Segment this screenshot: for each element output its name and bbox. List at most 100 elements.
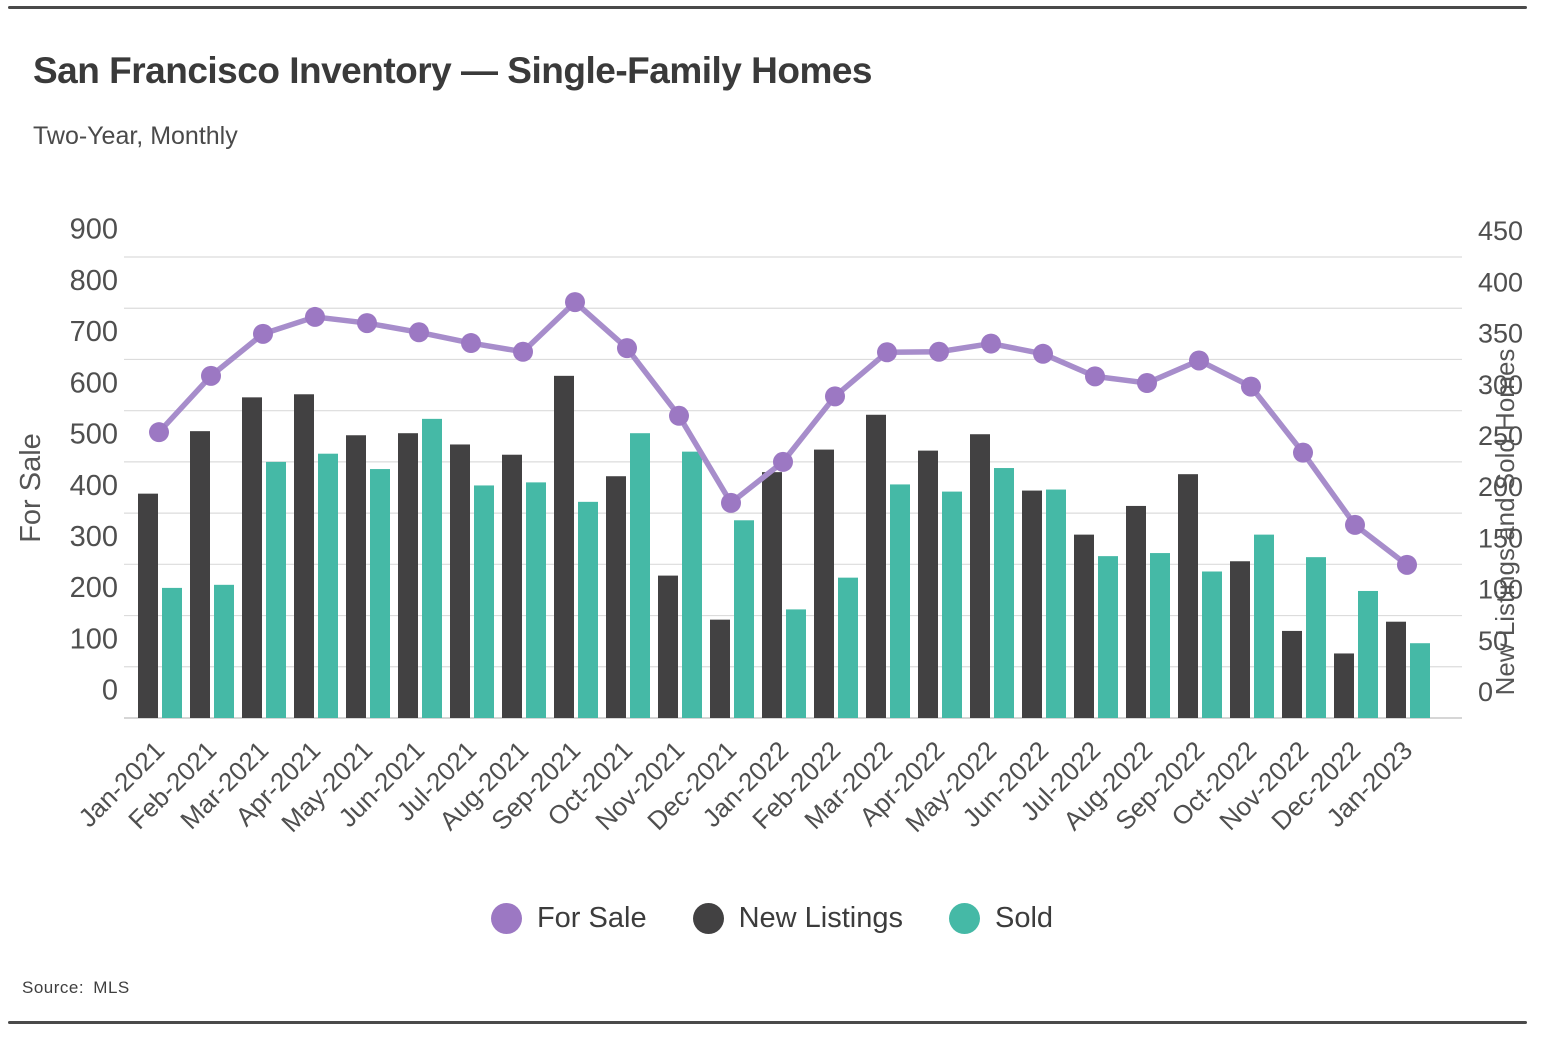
right-axis-tick-label: 400 [1478, 267, 1523, 297]
right-axis-tick-label: 200 [1478, 472, 1523, 502]
line-point-for-sale[interactable] [1345, 514, 1365, 535]
line-point-for-sale[interactable] [149, 422, 169, 443]
line-point-for-sale[interactable] [1033, 343, 1053, 364]
line-point-for-sale[interactable] [669, 405, 689, 426]
bar-sold[interactable] [682, 451, 702, 718]
bar-new-listings[interactable] [1074, 534, 1094, 718]
line-point-for-sale[interactable] [929, 341, 949, 362]
bar-new-listings[interactable] [762, 472, 782, 718]
bar-new-listings[interactable] [1178, 474, 1198, 718]
bottom-rule [8, 1021, 1527, 1024]
left-axis-tick-label: 300 [70, 521, 118, 553]
bar-sold[interactable] [1150, 553, 1170, 718]
line-point-for-sale[interactable] [1397, 554, 1417, 575]
bar-sold[interactable] [422, 418, 442, 718]
left-axis-tick-label: 0 [102, 675, 118, 707]
line-point-for-sale[interactable] [305, 306, 325, 327]
left-axis-tick-label: 100 [70, 623, 118, 655]
line-point-for-sale[interactable] [877, 342, 897, 363]
bar-sold[interactable] [1098, 556, 1118, 718]
left-axis-tick-label: 900 [70, 214, 118, 246]
bar-new-listings[interactable] [1282, 630, 1302, 718]
right-axis-tick-label: 50 [1478, 626, 1508, 656]
right-axis-tick-label: 300 [1478, 370, 1523, 400]
bar-sold[interactable] [1358, 590, 1378, 718]
line-point-for-sale[interactable] [981, 333, 1001, 354]
right-axis-tick-label: 100 [1478, 575, 1523, 605]
line-point-for-sale[interactable] [461, 333, 481, 354]
bar-sold[interactable] [162, 587, 182, 718]
line-point-for-sale[interactable] [721, 492, 741, 513]
bar-sold[interactable] [578, 501, 598, 718]
bar-new-listings[interactable] [450, 444, 470, 718]
source-note: Source: MLS [22, 978, 130, 997]
line-point-for-sale[interactable] [409, 322, 429, 343]
bar-new-listings[interactable] [294, 394, 314, 718]
bar-new-listings[interactable] [1230, 561, 1250, 718]
bar-new-listings[interactable] [138, 493, 158, 718]
line-point-for-sale[interactable] [617, 338, 637, 359]
sold-swatch-icon [948, 903, 980, 934]
bar-new-listings[interactable] [1126, 505, 1146, 718]
legend-item-for-sale[interactable]: For Sale [490, 902, 647, 935]
bar-sold[interactable] [994, 468, 1014, 718]
bars [138, 375, 1430, 718]
bar-sold[interactable] [370, 469, 390, 718]
bar-sold[interactable] [318, 453, 338, 718]
bar-new-listings[interactable] [710, 619, 730, 718]
bar-new-listings[interactable] [658, 575, 678, 718]
for-sale-swatch-icon [490, 903, 522, 934]
bar-sold[interactable] [890, 484, 910, 718]
chart-subtitle: Two-Year, Monthly [33, 122, 238, 150]
line-point-for-sale[interactable] [201, 365, 221, 386]
bar-sold[interactable] [786, 609, 806, 718]
legend-item-new-listings[interactable]: New Listings [692, 902, 903, 935]
right-axis-tick-label: 250 [1478, 421, 1523, 451]
bar-new-listings[interactable] [1022, 490, 1042, 718]
line-point-for-sale[interactable] [1085, 366, 1105, 387]
bar-sold[interactable] [1306, 557, 1326, 718]
line-point-for-sale[interactable] [253, 323, 273, 344]
right-axis-labels: 0 50 100 150 200 250 300 350 400 450 [1478, 216, 1523, 707]
bar-sold[interactable] [526, 482, 546, 718]
line-point-for-sale[interactable] [1189, 350, 1209, 371]
bar-new-listings[interactable] [346, 435, 366, 718]
bar-sold[interactable] [734, 520, 754, 718]
legend-label: For Sale [536, 902, 647, 934]
bar-sold[interactable] [214, 584, 234, 718]
line-point-for-sale[interactable] [825, 386, 845, 407]
bar-new-listings[interactable] [866, 414, 886, 718]
bar-new-listings[interactable] [502, 454, 522, 718]
line-point-for-sale[interactable] [773, 451, 793, 472]
line-point-for-sale[interactable] [357, 313, 377, 334]
bar-new-listings[interactable] [918, 450, 938, 718]
bar-new-listings[interactable] [242, 397, 262, 718]
bar-new-listings[interactable] [814, 449, 834, 718]
line-point-for-sale[interactable] [1241, 376, 1261, 397]
right-axis-tick-label: 350 [1478, 319, 1523, 349]
bar-sold[interactable] [1254, 534, 1274, 718]
legend-item-sold[interactable]: Sold [948, 902, 1053, 935]
line-point-for-sale[interactable] [565, 292, 585, 313]
bar-new-listings[interactable] [554, 375, 574, 718]
bar-new-listings[interactable] [1386, 621, 1406, 718]
bar-sold[interactable] [266, 461, 286, 718]
line-point-for-sale[interactable] [1137, 373, 1157, 394]
bar-new-listings[interactable] [190, 431, 210, 718]
bar-sold[interactable] [474, 485, 494, 718]
bar-new-listings[interactable] [1334, 653, 1354, 718]
bar-sold[interactable] [630, 433, 650, 718]
line-point-for-sale[interactable] [513, 341, 533, 362]
bar-sold[interactable] [1046, 489, 1066, 718]
bar-sold[interactable] [942, 491, 962, 718]
bar-sold[interactable] [838, 577, 858, 718]
left-axis-tick-label: 700 [70, 316, 118, 348]
bar-new-listings[interactable] [606, 476, 626, 718]
bar-sold[interactable] [1202, 571, 1222, 718]
line-point-for-sale[interactable] [1293, 442, 1313, 463]
bar-new-listings[interactable] [970, 434, 990, 718]
bar-new-listings[interactable] [398, 433, 418, 718]
bar-sold[interactable] [1410, 643, 1430, 718]
